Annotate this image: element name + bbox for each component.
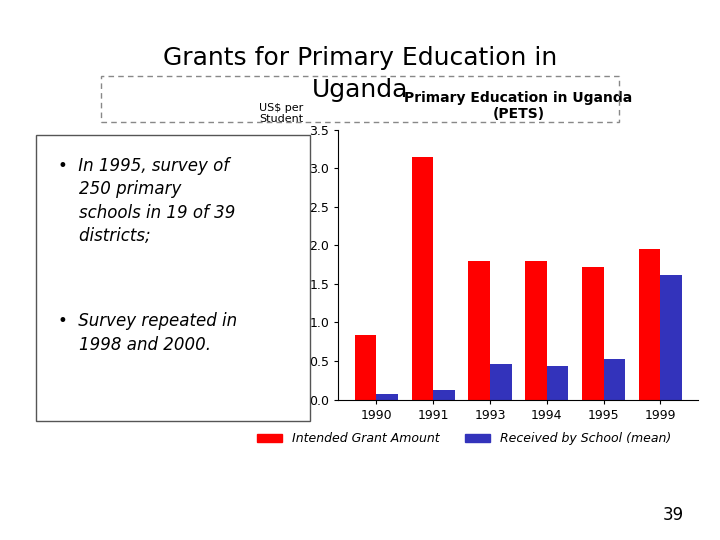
Bar	[546, 367, 568, 400]
Bar	[639, 249, 660, 400]
Bar	[660, 275, 682, 400]
Text: •  In 1995, survey of
    250 primary
    schools in 19 of 39
    districts;: • In 1995, survey of 250 primary schools…	[58, 157, 235, 245]
Legend: Intended Grant Amount, Received by School (mean): Intended Grant Amount, Received by Schoo…	[253, 428, 676, 450]
Bar	[355, 335, 377, 400]
Text: US$ per
Student: US$ per Student	[259, 103, 303, 124]
Bar	[490, 364, 512, 400]
Bar	[603, 360, 625, 400]
Text: Grants for Primary Education in: Grants for Primary Education in	[163, 46, 557, 70]
Text: •  Survey repeated in
    1998 and 2000.: • Survey repeated in 1998 and 2000.	[58, 313, 237, 354]
Bar	[433, 390, 455, 400]
Bar	[377, 394, 398, 400]
Bar	[469, 261, 490, 400]
Text: 39: 39	[663, 506, 684, 524]
Title: Primary Education in Uganda
(PETS): Primary Education in Uganda (PETS)	[404, 91, 633, 122]
Bar	[582, 267, 603, 400]
Text: Uganda: Uganda	[312, 78, 408, 102]
Bar	[412, 157, 433, 400]
Bar	[525, 261, 546, 400]
